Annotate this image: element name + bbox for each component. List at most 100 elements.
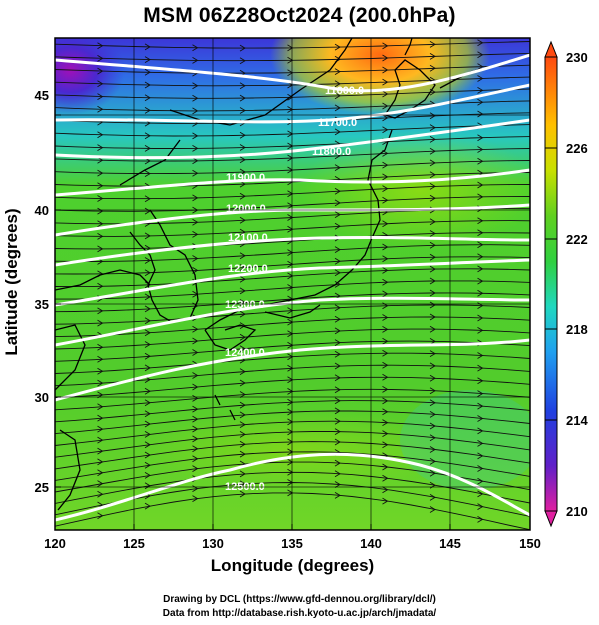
- streamline-arrow-icon: [97, 55, 104, 62]
- streamline-arrow-icon: [382, 337, 389, 345]
- streamline-arrow-icon: [429, 171, 436, 179]
- streamline-arrow-icon: [477, 265, 484, 273]
- streamline-arrow-icon: [192, 337, 199, 345]
- streamline-arrow-icon: [144, 94, 151, 102]
- streamline-arrow-icon: [382, 255, 389, 263]
- streamline-arrow-icon: [334, 315, 341, 323]
- streamline-arrow-icon: [192, 157, 199, 165]
- streamline-arrow-icon: [429, 494, 436, 501]
- streamline-arrow-icon: [97, 512, 104, 520]
- streamline-arrow-icon: [287, 330, 294, 338]
- streamline-arrow-icon: [382, 126, 389, 134]
- credit-data: Data from http://database.rish.kyoto-u.a…: [162, 608, 437, 619]
- streamline-arrow-icon: [477, 490, 484, 498]
- streamline-arrow-icon: [477, 390, 484, 397]
- streamline-arrow-icon: [287, 318, 294, 326]
- streamline-arrow-icon: [334, 222, 341, 230]
- streamline-arrow-icon: [144, 269, 151, 277]
- colorbar-tick-label: 214: [566, 413, 588, 428]
- streamline-arrow-icon: [287, 398, 294, 406]
- streamline-arrow-icon: [334, 350, 341, 358]
- streamline-arrow-icon: [239, 82, 246, 90]
- streamline-arrow-icon: [477, 503, 484, 510]
- colorbar-top-arrow-icon: [544, 40, 558, 58]
- streamline-arrow-icon: [477, 452, 484, 460]
- streamline-arrow-icon: [192, 405, 199, 413]
- streamline-arrow-icon: [239, 228, 246, 236]
- streamline-arrow-icon: [144, 461, 151, 469]
- streamline-arrow-icon: [287, 376, 294, 384]
- streamline-arrow-icon: [477, 415, 484, 422]
- streamline-arrow-icon: [97, 447, 104, 455]
- streamline-arrow-icon: [429, 230, 436, 237]
- colorbar-tick-label: 218: [566, 322, 588, 337]
- streamline-arrow-icon: [287, 249, 294, 256]
- streamline-arrow-icon: [477, 63, 484, 70]
- colorbar-tick-label: 226: [566, 141, 588, 156]
- streamline-arrow-icon: [144, 293, 151, 301]
- streamline-arrow-icon: [382, 161, 389, 169]
- streamline-arrow-icon: [429, 422, 436, 430]
- streamline-arrow-icon: [287, 418, 294, 426]
- streamline-arrow-icon: [287, 479, 294, 486]
- contour-label: 12300.0: [225, 299, 265, 311]
- streamline-arrow-icon: [287, 214, 294, 221]
- streamline-arrow-icon: [97, 379, 104, 387]
- streamline-arrow-icon: [287, 142, 294, 150]
- streamline-arrow-icon: [97, 220, 104, 228]
- streamline-arrow-icon: [429, 411, 436, 418]
- streamline-arrow-icon: [239, 252, 246, 260]
- streamline-arrow-icon: [144, 257, 151, 264]
- streamline-arrow-icon: [287, 284, 294, 291]
- streamline-arrow-icon: [144, 68, 151, 76]
- streamline-arrow-icon: [429, 112, 436, 120]
- streamline-arrow-icon: [239, 156, 246, 164]
- streamline-arrow-icon: [287, 468, 294, 476]
- streamline-arrow-icon: [382, 497, 389, 505]
- streamline-arrow-icon: [477, 217, 484, 225]
- axis-ticks: [54, 114, 531, 530]
- streamline-arrow-icon: [144, 107, 151, 114]
- x-tick-labels: 120 125 130 135 140 145 150: [44, 536, 541, 551]
- streamline-arrow-icon: [192, 145, 199, 152]
- streamline-arrow-icon: [192, 455, 199, 463]
- streamline-arrow-icon: [382, 267, 389, 274]
- streamline-arrow-icon: [382, 463, 389, 471]
- streamline-arrow-icon: [382, 474, 389, 482]
- streamline-arrow-icon: [239, 450, 246, 458]
- streamline-arrow-icon: [144, 431, 151, 438]
- streamline-arrow-icon: [192, 395, 199, 402]
- streamline-arrow-icon: [287, 353, 294, 361]
- grid-lines: [55, 38, 530, 530]
- streamline-arrow-icon: [239, 144, 246, 151]
- streamline-arrow-icon: [287, 190, 294, 198]
- streamline-arrow-icon: [477, 253, 484, 261]
- streamline-arrow-icon: [382, 373, 389, 381]
- streamline-arrow-icon: [477, 75, 484, 82]
- streamline-arrow-icon: [429, 41, 436, 48]
- streamline-arrow-icon: [192, 107, 199, 115]
- streamline-arrow-icon: [382, 314, 389, 321]
- streamline-arrow-icon: [334, 397, 341, 405]
- streamline-arrow-icon: [429, 183, 436, 190]
- streamline-arrow-icon: [192, 255, 199, 262]
- x-tick-label: 135: [281, 536, 303, 551]
- contour-label: 11600.0: [325, 85, 364, 97]
- colorbar-tick-label: 210: [566, 504, 588, 519]
- streamline-arrow-icon: [144, 317, 151, 325]
- y-tick-label: 45: [35, 88, 49, 103]
- x-tick-label: 150: [519, 536, 541, 551]
- streamline-arrow-icon: [382, 90, 389, 98]
- streamline-arrow-icon: [144, 195, 151, 203]
- streamline-arrow-icon: [239, 440, 246, 448]
- streamline-arrow-icon: [334, 327, 341, 335]
- streamline-arrow-icon: [97, 80, 104, 88]
- streamline-arrow-icon: [477, 87, 484, 94]
- streamline-arrow-icon: [97, 42, 104, 50]
- streamline-arrow-icon: [287, 106, 294, 113]
- streamline-arrow-icon: [287, 458, 294, 466]
- streamline-arrow-icon: [287, 260, 294, 268]
- streamline-arrow-icon: [144, 244, 151, 252]
- streamline-arrow-icon: [429, 446, 436, 453]
- streamline-arrow-icon: [144, 387, 151, 395]
